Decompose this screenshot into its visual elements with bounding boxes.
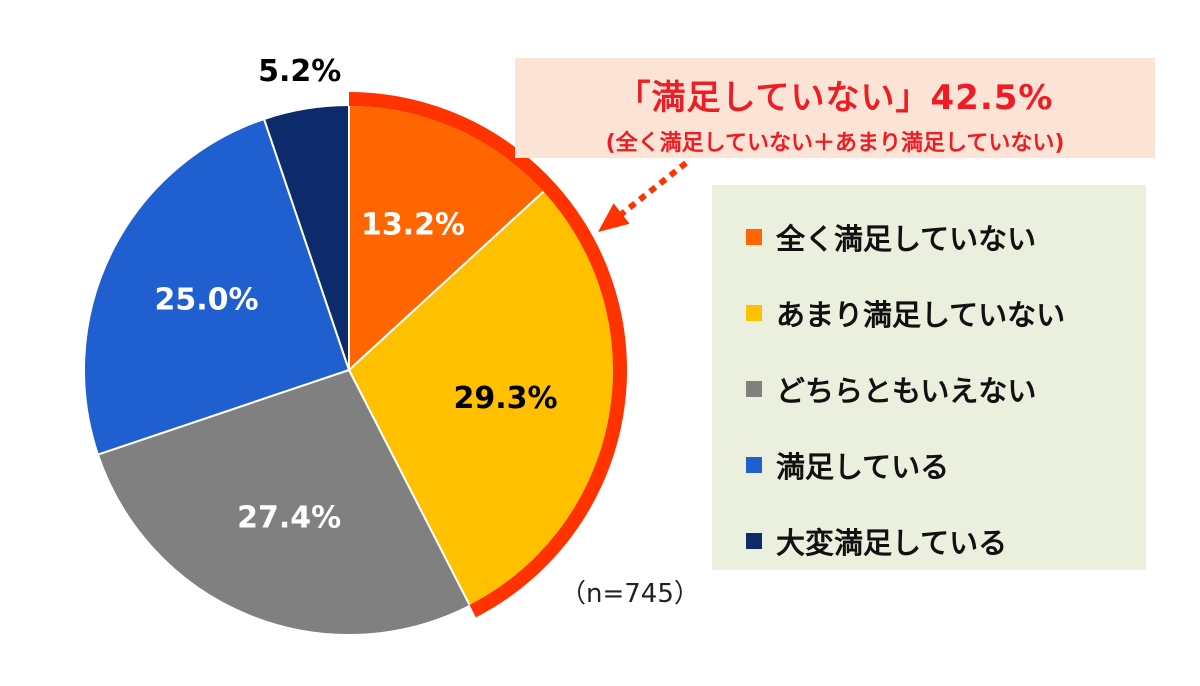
legend-label: 大変満足している	[776, 526, 1008, 560]
slice-value-label: 5.2%	[258, 54, 341, 89]
slice-value-label: 25.0%	[154, 282, 258, 317]
legend-swatch	[746, 457, 762, 473]
callout-arrow-line	[612, 160, 688, 223]
legend-swatch	[746, 305, 762, 321]
legend-label: 全く満足していない	[776, 222, 1037, 256]
sample-size-label: （n=745）	[560, 579, 700, 609]
legend-item: 全く満足していない	[712, 199, 1146, 275]
legend-item: あまり満足していない	[712, 275, 1146, 351]
slice-value-label: 27.4%	[237, 500, 341, 535]
legend-label: どちらともいえない	[776, 374, 1037, 408]
legend-label: あまり満足していない	[776, 298, 1066, 332]
legend-item: どちらともいえない	[712, 351, 1146, 427]
pie-slice	[262, 103, 350, 371]
pie-slice	[83, 117, 351, 456]
slice-value-label: 29.3%	[453, 381, 557, 416]
legend-swatch	[746, 381, 762, 397]
pie-slice	[96, 368, 472, 636]
legend-label: 満足している	[776, 450, 950, 484]
highlight-arc	[348, 92, 627, 618]
slice-value-label: 13.2%	[361, 207, 465, 242]
callout-subtitle: (全く満足していない＋あまり満足していない)	[605, 131, 1065, 156]
legend-item: 満足している	[712, 427, 1146, 503]
legend-swatch	[746, 229, 762, 245]
highlight-callout: 「満足していない」42.5% (全く満足していない＋あまり満足していない)	[515, 58, 1155, 158]
callout-arrow-head	[598, 203, 630, 232]
legend: 全く満足していない あまり満足していない どちらともいえない 満足している 大変…	[712, 185, 1146, 570]
legend-swatch	[746, 533, 762, 549]
legend-item: 大変満足している	[712, 503, 1146, 579]
callout-title: 「満足していない」42.5%	[616, 78, 1054, 118]
